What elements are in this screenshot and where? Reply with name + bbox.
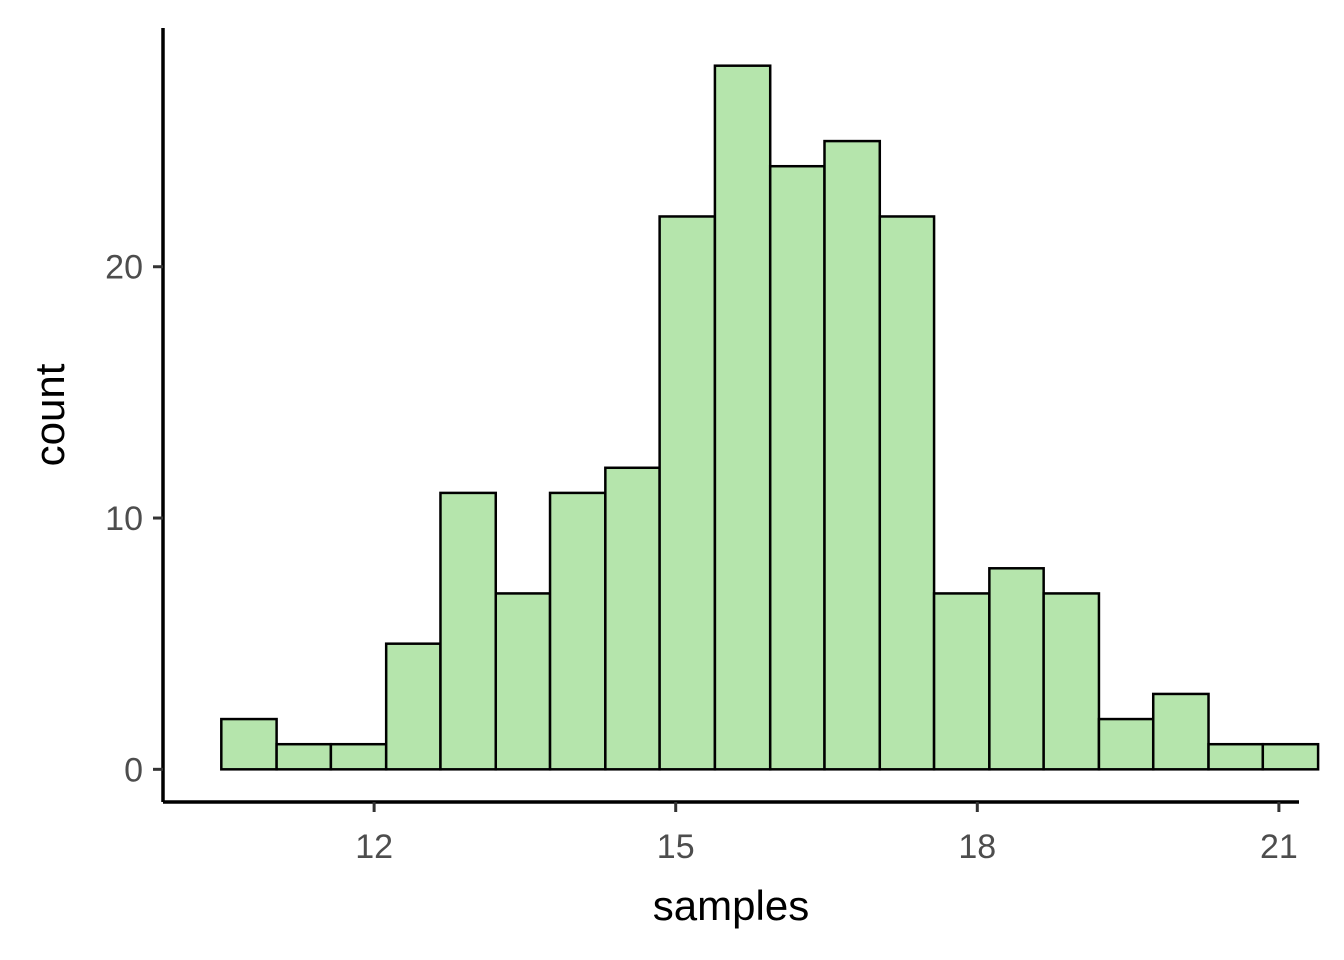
histogram-bar-7 <box>604 466 661 771</box>
x-tick-label-12: 12 <box>355 828 393 866</box>
y-tick-label-0: 0 <box>124 751 143 789</box>
histogram-bar-13 <box>932 592 991 771</box>
histogram-bar-0 <box>220 717 278 771</box>
ticks-layer: 12 15 18 21 0 10 20 <box>105 249 1298 866</box>
histogram-bar-8 <box>658 215 717 771</box>
histogram-bar-17 <box>1151 692 1210 771</box>
histogram-bar-19 <box>1261 742 1320 771</box>
y-axis-title: count <box>26 363 73 466</box>
x-axis-title: samples <box>653 882 809 929</box>
histogram-bar-18 <box>1207 742 1265 771</box>
histogram-bar-10 <box>768 164 826 771</box>
x-tick-label-21: 21 <box>1260 828 1298 866</box>
histogram-bar-11 <box>823 139 882 771</box>
histogram-bar-4 <box>439 491 498 771</box>
histogram-bar-5 <box>494 592 552 771</box>
histogram-bar-1 <box>275 742 333 771</box>
histogram-bar-3 <box>384 642 442 771</box>
histogram-bar-14 <box>988 567 1045 771</box>
histogram-bar-9 <box>713 64 772 771</box>
y-tick-label-10: 10 <box>105 500 143 538</box>
y-tick-label-20: 20 <box>105 249 143 287</box>
x-tick-label-15: 15 <box>657 828 695 866</box>
histogram-bar-2 <box>329 742 388 771</box>
histogram-bar-12 <box>878 215 936 771</box>
bars-layer <box>220 64 1320 771</box>
x-tick-label-18: 18 <box>958 828 996 866</box>
histogram-bar-16 <box>1097 717 1155 771</box>
histogram-bar-6 <box>548 491 607 771</box>
axes-layer <box>161 28 1299 804</box>
histogram-bar-15 <box>1042 592 1101 771</box>
